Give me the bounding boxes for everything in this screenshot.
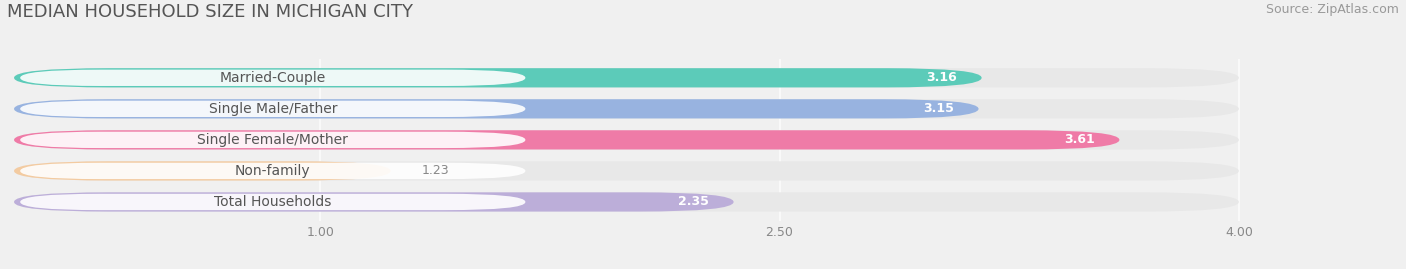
FancyBboxPatch shape: [14, 161, 391, 180]
Text: Married-Couple: Married-Couple: [219, 71, 326, 85]
Text: 3.15: 3.15: [924, 102, 955, 115]
Text: 2.35: 2.35: [678, 196, 709, 208]
Text: Source: ZipAtlas.com: Source: ZipAtlas.com: [1265, 3, 1399, 16]
FancyBboxPatch shape: [14, 99, 1239, 118]
FancyBboxPatch shape: [20, 194, 526, 210]
FancyBboxPatch shape: [14, 99, 979, 118]
FancyBboxPatch shape: [14, 192, 734, 212]
FancyBboxPatch shape: [14, 130, 1239, 150]
FancyBboxPatch shape: [20, 101, 526, 117]
Text: Total Households: Total Households: [214, 195, 332, 209]
Text: Single Male/Father: Single Male/Father: [208, 102, 337, 116]
FancyBboxPatch shape: [14, 192, 1239, 212]
FancyBboxPatch shape: [14, 161, 1239, 180]
Text: Single Female/Mother: Single Female/Mother: [197, 133, 349, 147]
FancyBboxPatch shape: [20, 70, 526, 86]
Text: MEDIAN HOUSEHOLD SIZE IN MICHIGAN CITY: MEDIAN HOUSEHOLD SIZE IN MICHIGAN CITY: [7, 3, 413, 21]
FancyBboxPatch shape: [20, 163, 526, 179]
FancyBboxPatch shape: [14, 68, 981, 87]
Text: 1.23: 1.23: [422, 164, 449, 178]
FancyBboxPatch shape: [20, 132, 526, 148]
FancyBboxPatch shape: [14, 130, 1119, 150]
Text: 3.61: 3.61: [1064, 133, 1095, 146]
Text: 3.16: 3.16: [927, 71, 957, 84]
Text: Non-family: Non-family: [235, 164, 311, 178]
FancyBboxPatch shape: [14, 68, 1239, 87]
